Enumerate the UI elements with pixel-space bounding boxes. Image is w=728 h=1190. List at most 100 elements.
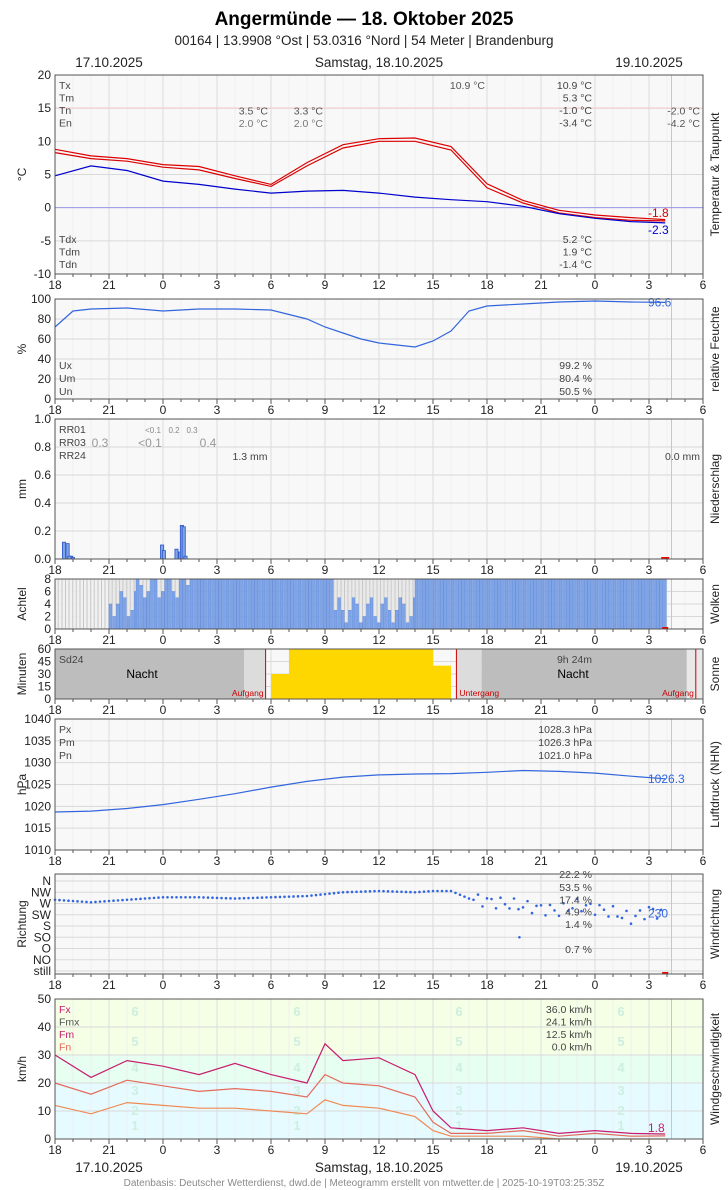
direction-point [67,899,70,902]
direction-point [409,890,412,894]
x-tick-label: 3 [214,278,221,292]
direction-point [287,895,291,898]
cloud-bar [398,597,402,630]
cloud-gap [348,578,352,611]
x-tick-label: 18 [48,278,62,292]
direction-point [589,902,592,906]
date-left: 17.10.2025 [75,55,143,70]
station-info: 00164 | 13.9908 °Ost | 53.0316 °Nord | 5… [174,33,553,48]
y-tick-label: 8 [44,572,51,586]
cloud-bar [146,591,151,630]
cloud-bar [76,578,80,630]
direction-point [188,895,192,899]
x-tick-label: 12 [372,703,386,717]
direction-point [251,896,255,900]
direction-point [247,896,250,900]
cloud-gap [160,578,165,592]
direction-point [526,899,529,903]
direction-point [170,895,174,899]
cloud-bar [312,578,316,630]
precip-bar [62,541,67,560]
y-tick-label: 20 [38,68,52,82]
direction-point [494,906,498,910]
cloud-bar [101,578,106,630]
cloud-bar [558,578,563,630]
x-tick-label: 18 [480,633,494,647]
x-tick-label: 0 [160,1143,167,1157]
y-tick-label: -10 [34,267,52,281]
x-tick-label: 3 [214,978,221,992]
cloud-gap [142,578,147,598]
legend-key: Tm [59,93,74,105]
y-tick-label: 1030 [24,756,51,770]
legend-key: Fx [59,1004,71,1016]
cloud-bar [108,603,113,630]
x-tick-label: 3 [646,1143,653,1157]
beaufort-label: 6 [455,1004,462,1019]
direction-point [125,898,129,902]
direction-point [296,895,300,898]
beaufort-label: 2 [455,1103,462,1118]
x-tick-label: 3 [646,278,653,292]
cloud-bar [119,591,124,630]
cloud-bar [214,578,219,630]
cloud-bar [115,603,120,630]
cloud-bar [440,578,444,630]
panel-frame [54,873,704,975]
x-tick-label: 21 [102,1143,116,1157]
cloud-bar [222,578,226,630]
cloud-bar [497,578,501,630]
direction-point [535,904,538,908]
precip-bar [161,550,166,560]
x-tick-label: 21 [102,403,116,417]
x-tick-label: 18 [480,563,494,577]
x-tick-label: 18 [48,978,62,992]
cloud-bar [616,578,620,630]
cloud-gap [369,578,374,598]
cloud-bar [472,578,476,630]
y-tick-label: 5 [44,168,51,182]
cloud-bar [634,578,638,630]
direction-point [571,906,574,910]
cloud-bar [126,616,131,630]
night-label: Nacht [557,667,589,681]
cloud-bar [645,578,649,630]
cloud-bar [175,597,179,630]
y-tick-label: 0 [44,392,51,406]
direction-point [314,893,318,897]
cloud-bar [380,603,384,630]
wind-summary: 36.0 km/h [546,1004,592,1016]
cloud-bar [58,578,62,630]
cloud-bar [530,578,534,630]
x-tick-label: 6 [700,403,707,417]
legend-key: Fn [59,1042,71,1054]
direction-point [80,900,84,903]
cloud-bar [537,578,541,630]
cloud-bar [501,578,505,630]
beaufort-label: 4 [293,1060,301,1075]
direction-point [395,890,399,893]
cloud-bar [130,610,134,630]
y-axis-label: % [15,343,29,354]
panel-frame [54,998,704,1140]
beaufort-label: 5 [131,1034,138,1049]
cloud-bar [83,578,88,630]
cloud-bar [377,622,381,630]
x-tick-label: 21 [102,563,116,577]
y-tick-label: 50 [38,992,52,1006]
date-right: 19.10.2025 [615,55,683,70]
cloud-bar [504,578,509,630]
legend-key: RR01 [59,424,86,436]
sunrise-label: Aufgang [232,688,264,698]
direction-point [440,889,444,893]
direction-point [539,904,543,907]
x-tick-label: 6 [268,278,275,292]
x-tick-label: 9 [322,403,329,417]
direction-point [283,895,286,899]
cloud-gap [157,578,161,598]
panel-frame [54,74,704,275]
day-max: 10.9 °C [450,80,486,92]
